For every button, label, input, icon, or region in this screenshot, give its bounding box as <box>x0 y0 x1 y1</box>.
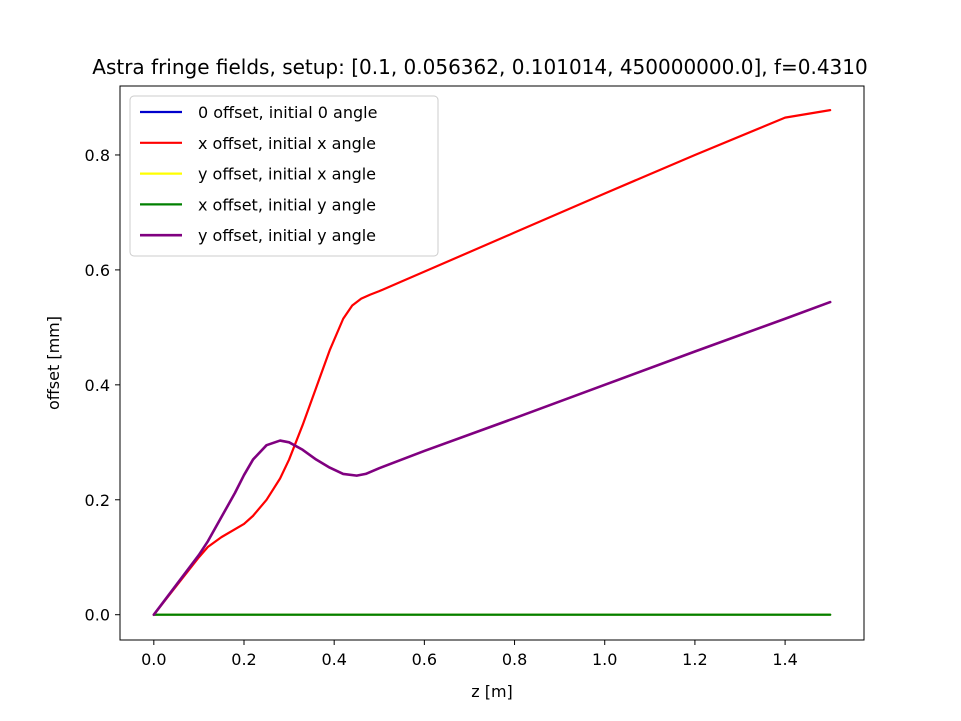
x-tick-label: 0.2 <box>231 650 256 669</box>
x-axis: 0.0 0.2 0.4 0.6 0.8 1.0 1.2 1.4 <box>141 640 798 669</box>
x-tick-label: 0.0 <box>141 650 166 669</box>
x-tick-label: 1.2 <box>682 650 707 669</box>
x-tick-label: 1.4 <box>772 650 797 669</box>
y-tick-label: 0.2 <box>85 491 110 510</box>
plot-frame <box>119 85 865 641</box>
legend-label-1: x offset, initial x angle <box>198 134 376 153</box>
x-axis-label: z [m] <box>471 682 513 701</box>
y-tick-label: 0.4 <box>85 376 110 395</box>
legend-label-2: y offset, initial x angle <box>198 165 376 184</box>
x-tick-label: 0.4 <box>321 650 346 669</box>
y-tick-label: 0.0 <box>85 606 110 625</box>
legend-label-0: 0 offset, initial 0 angle <box>198 103 377 122</box>
legend: 0 offset, initial 0 angle x offset, initi… <box>129 95 439 257</box>
y-axis: 0.0 0.2 0.4 0.6 0.8 <box>85 146 120 625</box>
legend-label-4: y offset, initial y angle <box>198 226 376 245</box>
plot-lines <box>152 109 832 617</box>
x-tick-label: 0.6 <box>412 650 437 669</box>
x-tick-label: 0.8 <box>502 650 527 669</box>
series-line-4 <box>152 300 832 617</box>
series-line-1 <box>152 109 832 616</box>
legend-box <box>129 95 439 257</box>
y-tick-label: 0.8 <box>85 146 110 165</box>
y-axis-label: offset [mm] <box>44 316 63 410</box>
y-tick-label: 0.6 <box>85 261 110 280</box>
legend-label-3: x offset, initial y angle <box>198 195 376 214</box>
chart-title: Astra fringe fields, setup: [0.1, 0.0563… <box>92 55 867 79</box>
x-tick-label: 1.0 <box>592 650 617 669</box>
